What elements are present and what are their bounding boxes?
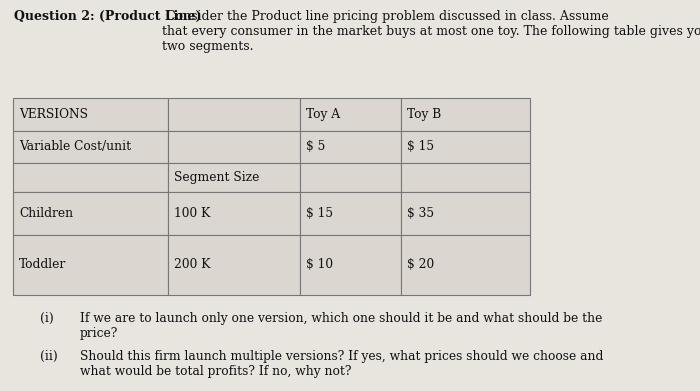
Text: Toy B: Toy B (407, 108, 441, 121)
Bar (13, 235, 168, 295)
Text: If we are to launch only one version, which one should it be and what should be : If we are to launch only one version, wh… (80, 312, 603, 340)
Bar (168, 235, 300, 295)
Text: 200 K: 200 K (174, 258, 211, 271)
Text: Should this firm launch multiple versions? If yes, what prices should we choose : Should this firm launch multiple version… (80, 350, 603, 378)
Text: Variable Cost/unit: Variable Cost/unit (19, 140, 131, 153)
Bar (168, 163, 300, 192)
Text: (ii): (ii) (40, 350, 57, 363)
Bar (400, 163, 530, 192)
Bar (300, 131, 400, 163)
Text: Children: Children (19, 207, 73, 220)
Text: $ 15: $ 15 (306, 207, 333, 220)
Bar (168, 98, 300, 131)
Bar (168, 192, 300, 235)
Text: Consider the Product line pricing problem discussed in class. Assume
that every : Consider the Product line pricing proble… (162, 10, 700, 53)
Bar (400, 192, 530, 235)
Bar (300, 98, 400, 131)
Text: $ 5: $ 5 (306, 140, 326, 153)
Bar (400, 98, 530, 131)
Bar (13, 192, 168, 235)
Text: $ 20: $ 20 (407, 258, 434, 271)
Bar (13, 98, 168, 131)
Text: Segment Size: Segment Size (174, 171, 260, 184)
Text: 100 K: 100 K (174, 207, 210, 220)
Text: Question 2: (Product Line): Question 2: (Product Line) (14, 10, 202, 23)
Bar (300, 163, 400, 192)
Text: Toddler: Toddler (19, 258, 66, 271)
Text: $ 35: $ 35 (407, 207, 434, 220)
Bar (400, 131, 530, 163)
Text: VERSIONS: VERSIONS (19, 108, 88, 121)
Bar (13, 163, 168, 192)
Text: Toy A: Toy A (306, 108, 340, 121)
Bar (13, 131, 168, 163)
Bar (300, 235, 400, 295)
Bar (400, 235, 530, 295)
Bar (300, 192, 400, 235)
Text: $ 15: $ 15 (407, 140, 434, 153)
Bar (168, 131, 300, 163)
Text: (i): (i) (40, 312, 54, 325)
Text: $ 10: $ 10 (306, 258, 333, 271)
